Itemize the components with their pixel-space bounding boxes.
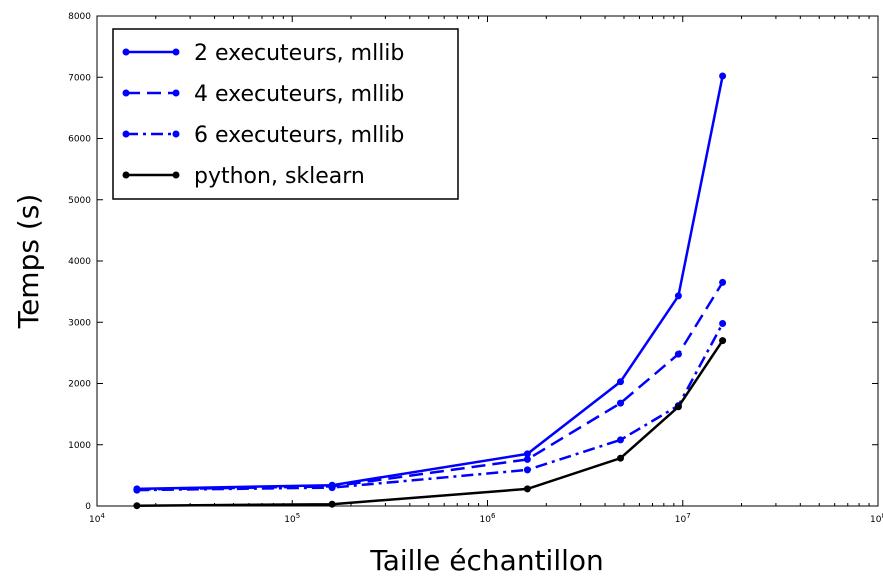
series-3-point xyxy=(133,486,141,494)
y-tick-label: 4000 xyxy=(68,257,91,267)
series-line-2 xyxy=(136,281,724,491)
y-tick-label: 0 xyxy=(85,502,91,512)
y-tick-label: 5000 xyxy=(68,196,91,206)
series-4-point xyxy=(328,500,336,508)
legend-marker xyxy=(172,48,180,56)
y-tick-label: 8000 xyxy=(68,12,91,22)
series-4-point xyxy=(523,485,531,493)
legend-marker xyxy=(122,89,130,97)
y-tick-label: 2000 xyxy=(68,380,91,390)
series-1-point xyxy=(523,450,531,458)
legend: 2 executeurs, mllib 4 executeurs, mllib 6 … xyxy=(112,28,459,200)
legend-label-1: 2 executeurs, mllib xyxy=(194,41,404,66)
series-3-point xyxy=(617,436,624,444)
series-3-point xyxy=(328,484,336,492)
legend-label-3: 6 executeurs, mllib xyxy=(194,123,404,148)
series-2-point xyxy=(674,350,682,358)
x-tick-label: 106 xyxy=(480,512,496,525)
series-4-point xyxy=(674,403,682,411)
y-tick-label: 1000 xyxy=(68,441,91,451)
y-axis-title: Temps (s) xyxy=(12,194,45,330)
legend-box xyxy=(112,28,459,200)
legend-marker xyxy=(122,130,130,138)
series-2-point xyxy=(523,455,531,463)
series-4-point xyxy=(617,454,624,462)
legend-marker xyxy=(172,171,180,179)
legend-label-2: 4 executeurs, mllib xyxy=(194,82,404,107)
series-2-point xyxy=(719,278,727,286)
series-3-point xyxy=(719,320,727,327)
x-tick-label: 104 xyxy=(89,512,105,525)
series-4-point xyxy=(719,337,727,345)
x-tick-label: 105 xyxy=(284,512,300,525)
series-1-point xyxy=(674,292,682,300)
y-tick-label: 6000 xyxy=(68,135,91,145)
series-2-point xyxy=(617,399,624,407)
legend-label-4: python, sklearn xyxy=(194,164,365,189)
series-1-point xyxy=(719,72,727,80)
axes-layer: 104 105 106 107 108 0 1000 2000 3000 4000 5000 6000… xyxy=(68,12,883,525)
series-line-4 xyxy=(136,339,724,507)
legend-marker xyxy=(122,48,130,56)
series-3-point xyxy=(523,466,531,474)
series-line-1 xyxy=(136,75,724,491)
y-tick-label: 7000 xyxy=(68,73,91,83)
y-tick-label: 3000 xyxy=(68,318,91,328)
legend-marker xyxy=(172,130,180,138)
legend-marker xyxy=(122,171,130,179)
x-tick-label: 107 xyxy=(675,512,691,525)
series-1-point xyxy=(617,378,624,386)
x-tick-label: 108 xyxy=(870,512,883,525)
legend-marker xyxy=(172,89,180,97)
x-axis-title: Taille échantillon xyxy=(369,544,604,576)
